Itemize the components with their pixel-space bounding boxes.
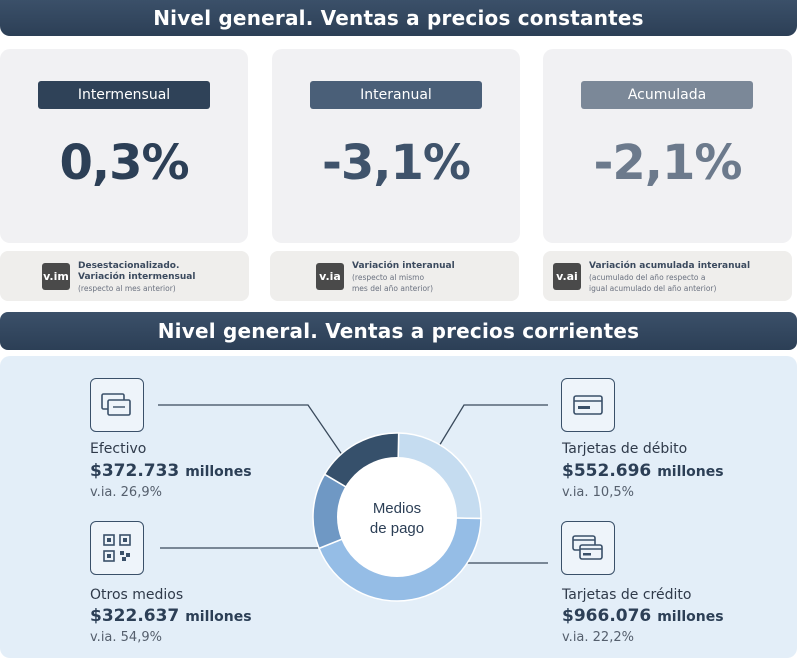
efectivo-name: Efectivo [90,441,147,457]
connector-debito [432,404,548,457]
qr-code-icon [103,534,131,562]
credito-amount-line: $966.076 millones [562,606,724,626]
card-acumulada: Acumulada -2,1% [543,49,792,243]
description-interanual: v.ia Variación interanual (respecto al m… [270,251,519,301]
efectivo-via: v.ia. 26,9% [90,485,162,500]
connector-efectivo [158,404,348,463]
otros-name: Otros medios [90,587,184,603]
section-header-current-prices: Nivel general. Ventas a precios corrient… [0,312,797,350]
donut-center-line2: de pago [370,520,424,537]
desc-title-line: Desestacionalizado. [78,261,180,271]
badge-vim: v.im [42,263,70,290]
card-intermensual: Intermensual 0,3% [0,49,248,243]
debito-unit: millones [657,464,724,480]
otros-amount-line: $322.637 millones [90,606,252,626]
donut-center [337,457,457,577]
efectivo-amount: $372.733 [90,461,180,481]
card-label-intermensual: Intermensual [38,81,210,109]
otros-unit: millones [185,609,252,625]
debito-amount: $552.696 [562,461,652,481]
credito-amount: $966.076 [562,606,652,626]
desc-sub-line: (respecto al mes anterior) [78,284,176,293]
debito-amount-line: $552.696 millones [562,461,724,481]
desc-sub-line: (respecto al mismo [352,273,425,282]
donut-center-line1: Medios [373,500,421,517]
credito-via: v.ia. 22,2% [562,630,634,645]
credit-cards-icon-box [561,521,615,575]
desc-sub-line: mes del año anterior) [352,284,434,293]
qr-icon-box [90,521,144,575]
otros-amount: $322.637 [90,606,180,626]
credit-cards-icon [572,535,603,560]
debito-via: v.ia. 10,5% [562,485,634,500]
card-interanual: Interanual -3,1% [272,49,520,243]
payment-methods-donut: Medios de pago [312,432,482,602]
debit-card-icon [573,395,603,415]
otros-via: v.ia. 54,9% [90,630,162,645]
cash-icon-box [90,378,144,432]
card-value-intermensual: 0,3% [59,135,189,191]
cash-icon [101,393,131,416]
description-acumulada: v.ai Variación acumulada interanual (acu… [543,251,792,301]
card-label-interanual: Interanual [310,81,482,109]
desc-title-line: Variación intermensual [78,272,196,282]
desc-title-line: Variación interanual [352,261,455,271]
desc-sub-line: (acumulado del año respecto a [589,273,706,282]
card-value-acumulada: -2,1% [593,135,742,191]
debito-name: Tarjetas de débito [562,441,688,457]
debit-card-icon-box [561,378,615,432]
credito-unit: millones [657,609,724,625]
credito-name: Tarjetas de crédito [562,587,692,603]
card-label-acumulada: Acumulada [581,81,753,109]
efectivo-unit: millones [185,464,252,480]
efectivo-amount-line: $372.733 millones [90,461,252,481]
badge-via: v.ia [316,263,344,290]
card-value-interanual: -3,1% [321,135,471,191]
section-header-constant-prices: Nivel general. Ventas a precios constant… [0,0,797,36]
desc-title-line: Variación acumulada interanual [589,261,751,271]
badge-vai: v.ai [553,263,581,290]
desc-sub-line: igual acumulado del año anterior) [589,284,717,293]
description-intermensual: v.im Desestacionalizado. Variación inter… [0,251,249,301]
